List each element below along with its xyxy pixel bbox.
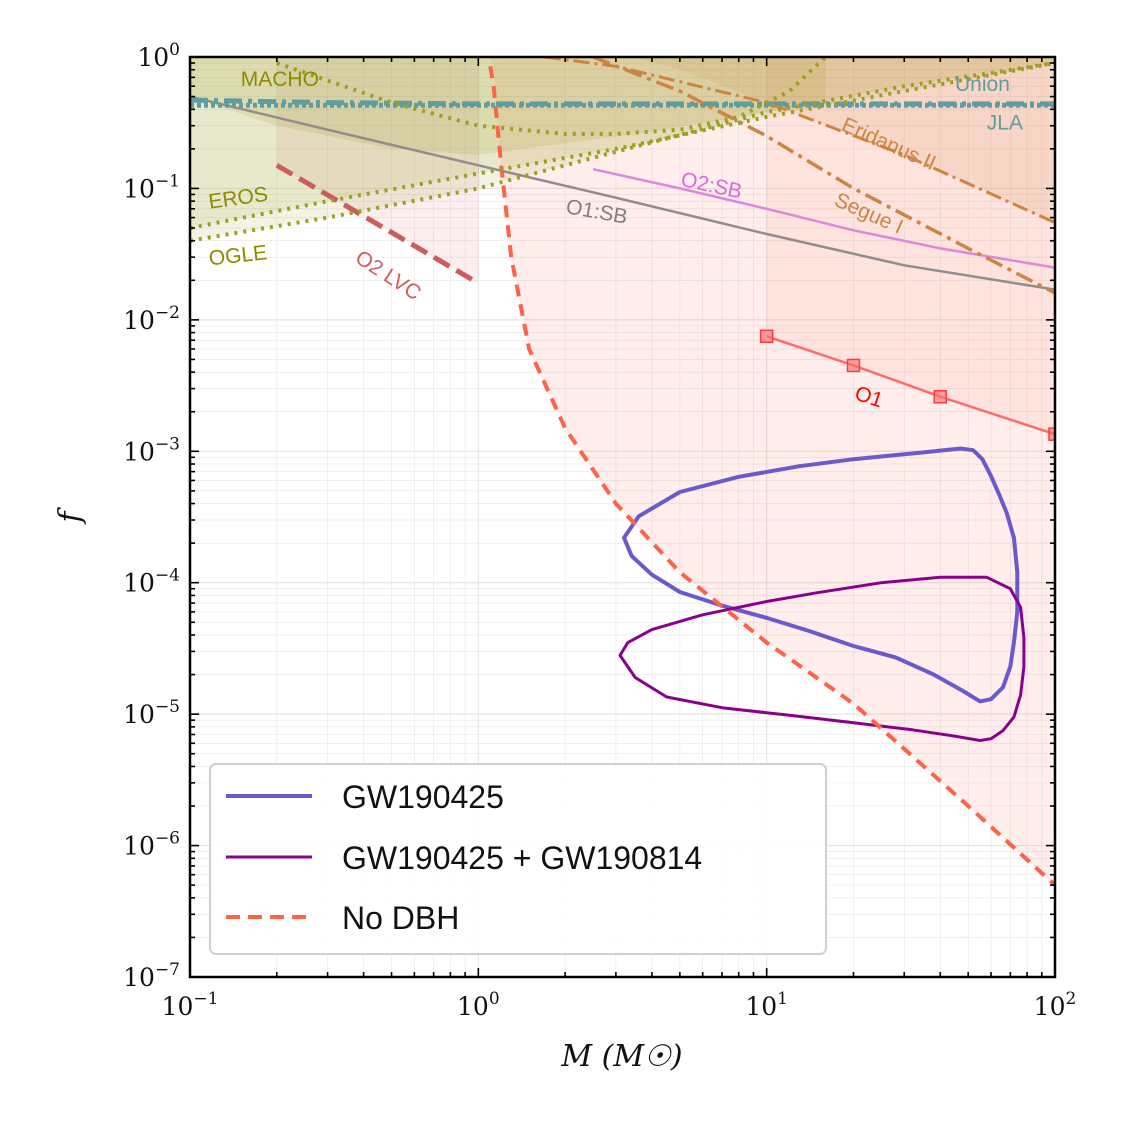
y-tick-base: 10	[123, 700, 155, 729]
region-eros-excluded	[190, 57, 1055, 228]
legend-label-gw190425-gw190814: GW190425 + GW190814	[342, 840, 702, 876]
series-o1-sb	[190, 95, 1055, 291]
y-tick-base: 10	[123, 306, 155, 335]
y-tick-label: 10−1	[123, 171, 180, 203]
region-o1-excluded	[766, 57, 1055, 437]
y-tick-label: 10−4	[123, 566, 180, 598]
region-o2-lvc-excluded	[276, 57, 479, 284]
y-tick-label: 10−7	[123, 960, 180, 992]
y-tick-label: 10−2	[123, 303, 180, 335]
y-tick-exponent: −2	[155, 303, 180, 323]
series-gw190425-gw190814	[618, 575, 1026, 742]
marker-o1	[1048, 427, 1055, 441]
y-tick-base: 10	[123, 437, 155, 466]
x-tick-label: 10−1	[162, 989, 219, 1021]
y-tick-base: 10	[137, 43, 169, 72]
x-tick-label: 102	[1034, 989, 1077, 1021]
x-tick-exponent: 0	[489, 989, 500, 1009]
series-no-dbh	[488, 65, 1055, 887]
marker-o1	[846, 358, 861, 373]
y-tick-exponent: −4	[155, 566, 180, 586]
x-tick-base: 10	[457, 992, 489, 1021]
annotation-jla: JLA	[987, 112, 1023, 135]
y-tick-exponent: −1	[155, 171, 180, 191]
series-o2-lvc	[275, 163, 480, 286]
series-gw190425	[622, 446, 1020, 704]
legend-label-gw190425: GW190425	[342, 779, 504, 815]
marker-o1	[759, 329, 774, 344]
annotation-macho: MACHO	[241, 68, 319, 91]
annotation-union: Union	[955, 73, 1010, 96]
y-tick-exponent: −6	[155, 829, 180, 849]
plot-frame	[188, 55, 1057, 979]
marker-o1	[933, 389, 948, 404]
series-ogle	[190, 61, 1055, 243]
y-tick-base: 10	[123, 832, 155, 861]
legend-label-no-dbh: No DBH	[342, 900, 459, 936]
y-tick-label: 100	[137, 40, 180, 72]
y-tick-exponent: −5	[155, 697, 180, 717]
x-tick-exponent: −1	[193, 989, 218, 1009]
axis-ticks	[189, 57, 1055, 978]
series-o1	[766, 335, 1055, 436]
y-tick-exponent: −7	[155, 960, 180, 980]
legend: GW190425 GW190425 + GW190814 No DBH	[209, 763, 827, 955]
tick-labels: 10−1 100 101 10210−710−610−510−410−310−210−…	[123, 40, 1076, 1021]
y-tick-label: 10−6	[123, 829, 180, 861]
series-segue-i	[592, 57, 1055, 295]
y-tick-base: 10	[123, 963, 155, 992]
region-eridanus-excluded	[565, 57, 1055, 223]
x-tick-label: 100	[457, 989, 500, 1021]
x-tick-base: 10	[1034, 992, 1066, 1021]
y-tick-label: 10−5	[123, 697, 180, 729]
y-tick-exponent: −3	[155, 434, 180, 454]
x-axis-title: M (M☉)	[560, 1039, 682, 1074]
x-tick-exponent: 1	[777, 989, 788, 1009]
x-tick-label: 101	[745, 989, 788, 1021]
y-tick-label: 10−3	[123, 434, 180, 466]
series-layer	[190, 57, 1055, 887]
x-tick-base: 10	[745, 992, 777, 1021]
y-tick-base: 10	[123, 569, 155, 598]
series-eros	[190, 61, 1055, 230]
y-tick-exponent: 0	[169, 40, 180, 60]
x-tick-base: 10	[162, 992, 194, 1021]
legend-box	[209, 763, 827, 955]
x-tick-exponent: 2	[1065, 989, 1076, 1009]
y-tick-base: 10	[123, 174, 155, 203]
series-o2-sb	[592, 167, 1055, 269]
